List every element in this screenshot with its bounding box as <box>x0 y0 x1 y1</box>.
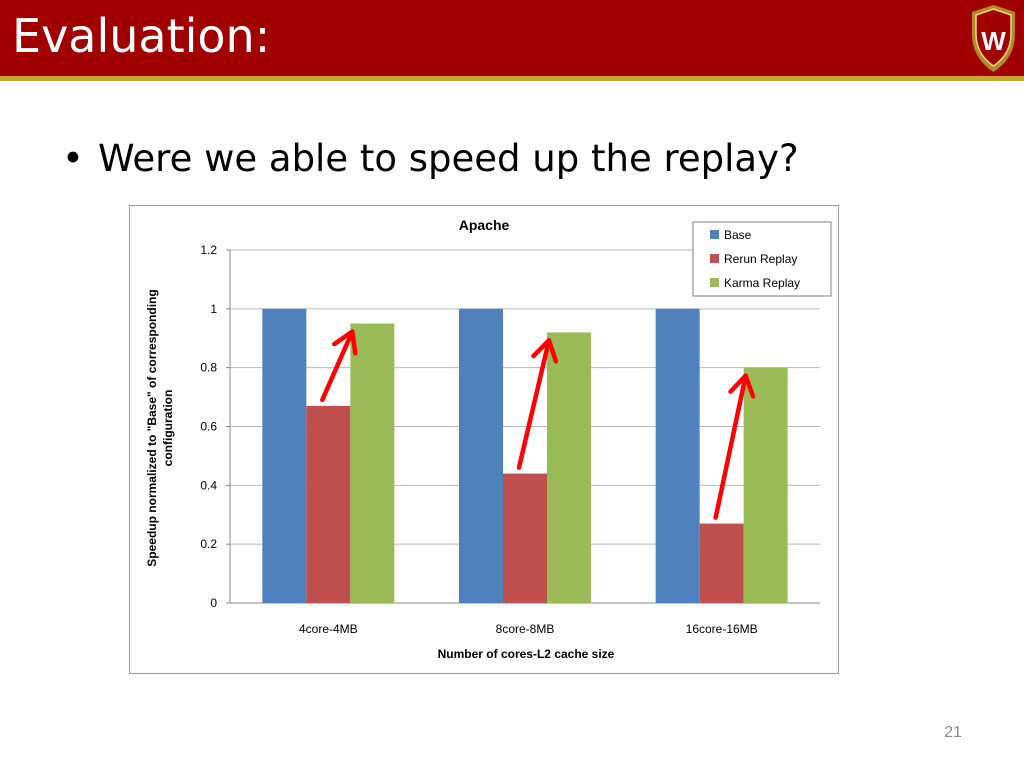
x-tick-label: 8core-8MB <box>496 622 555 636</box>
bar-karma-replay <box>547 332 591 603</box>
y-axis-label-line: configuration <box>161 390 175 467</box>
page-number: 21 <box>944 724 962 741</box>
legend-swatch <box>710 230 719 239</box>
y-tick-label: 0 <box>210 596 217 610</box>
crest-letter: W <box>981 26 1006 56</box>
y-tick-label: 0.8 <box>200 361 217 375</box>
bar-rerun-replay <box>306 405 351 603</box>
header-stripe <box>0 76 1024 81</box>
bar-base <box>459 308 503 603</box>
x-tick-label: 4core-4MB <box>299 622 358 636</box>
annotation-arrowhead <box>728 373 756 399</box>
chart-title: Apache <box>459 217 510 233</box>
y-tick-label: 0.6 <box>200 420 217 434</box>
chart-frame: 0 0.2 0.4 0.6 0.8 1 1.2 4core-4MB 8core-8MB 16cor… <box>129 205 839 674</box>
slide-title: Evaluation: <box>12 9 271 63</box>
bar-karma-replay <box>743 367 788 603</box>
bullet-item: • Were we able to speed up the replay? <box>62 136 799 182</box>
x-axis-label: Number of cores-L2 cache size <box>438 647 615 661</box>
legend-swatch <box>710 254 719 263</box>
annotation-arrow <box>516 338 552 470</box>
university-crest-icon: W <box>972 5 1015 72</box>
bar-rerun-replay <box>699 523 744 603</box>
y-tick-label: 0.2 <box>200 537 217 551</box>
y-tick-label: 0.4 <box>200 478 217 492</box>
legend-label: Rerun Replay <box>724 252 797 266</box>
slide-header <box>0 0 1024 76</box>
bar-karma-replay <box>350 323 395 603</box>
annotation-arrowhead <box>531 338 559 364</box>
university-logo: W <box>963 0 1024 76</box>
annotation-arrowhead <box>332 329 358 356</box>
bar-base <box>655 308 700 603</box>
bar-rerun-replay <box>503 473 547 603</box>
bullet-text: Were we able to speed up the replay? <box>98 137 799 180</box>
annotation-arrow <box>713 373 748 520</box>
x-tick-label: 16core-16MB <box>686 622 758 636</box>
y-axis-label: Speedup normalized to "Base" of correspo… <box>145 289 175 566</box>
annotation-arrow <box>320 329 355 403</box>
bar-base <box>262 308 307 603</box>
y-tick-label: 1.2 <box>200 243 217 257</box>
y-tick-label: 1 <box>210 302 217 316</box>
y-axis-label-line: Speedup normalized to "Base" of correspo… <box>145 289 159 566</box>
legend-swatch <box>710 278 719 287</box>
bullet-dot: • <box>62 137 84 180</box>
apache-chart: 0 0.2 0.4 0.6 0.8 1 1.2 4core-4MB 8core-8MB 16cor… <box>145 217 832 661</box>
legend-label: Base <box>724 228 752 242</box>
legend-label: Karma Replay <box>724 276 800 290</box>
